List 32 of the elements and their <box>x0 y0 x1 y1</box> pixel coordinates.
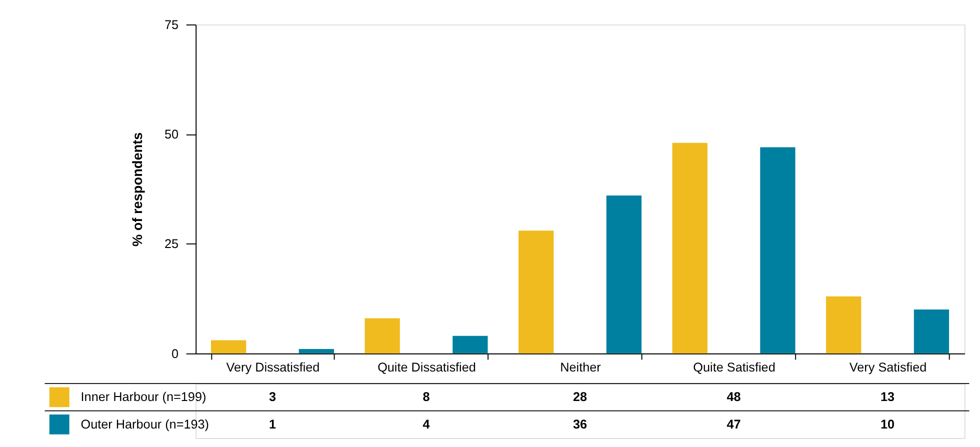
data-label: 48 <box>726 390 741 404</box>
data-label: 36 <box>572 417 588 432</box>
y-tick-label: 0 <box>172 346 179 361</box>
legend-label: Inner Harbour (n=199) <box>80 390 206 404</box>
bar <box>364 318 400 354</box>
x-tick-label: Quite Dissatisfied <box>378 360 476 374</box>
bar <box>606 196 642 354</box>
bar <box>452 336 488 354</box>
data-label: 13 <box>880 390 895 404</box>
data-label: 4 <box>422 417 430 432</box>
data-label: 8 <box>422 390 430 404</box>
data-label: 28 <box>572 390 588 404</box>
y-tick-label: 50 <box>164 127 179 142</box>
x-tick-label: Neither <box>560 360 601 374</box>
bar <box>914 310 950 354</box>
legend-label: Outer Harbour (n=193) <box>80 417 210 432</box>
x-tick-label: Quite Satisfied <box>693 360 776 374</box>
data-label: 10 <box>880 417 895 432</box>
bar <box>760 147 796 354</box>
data-label: 47 <box>726 417 741 432</box>
bar <box>298 349 334 354</box>
bar <box>826 296 862 354</box>
y-tick-label: 25 <box>164 237 179 252</box>
bar <box>672 142 708 354</box>
data-label: 1 <box>268 417 276 432</box>
x-tick-label: Very Dissatisfied <box>226 360 320 374</box>
x-tick-label: Very Satisfied <box>849 360 927 374</box>
bar <box>210 340 246 354</box>
bar <box>518 230 554 354</box>
y-tick-label: 75 <box>164 18 179 32</box>
data-label: 3 <box>268 390 276 404</box>
y-axis-title: % of respondents <box>130 132 146 247</box>
